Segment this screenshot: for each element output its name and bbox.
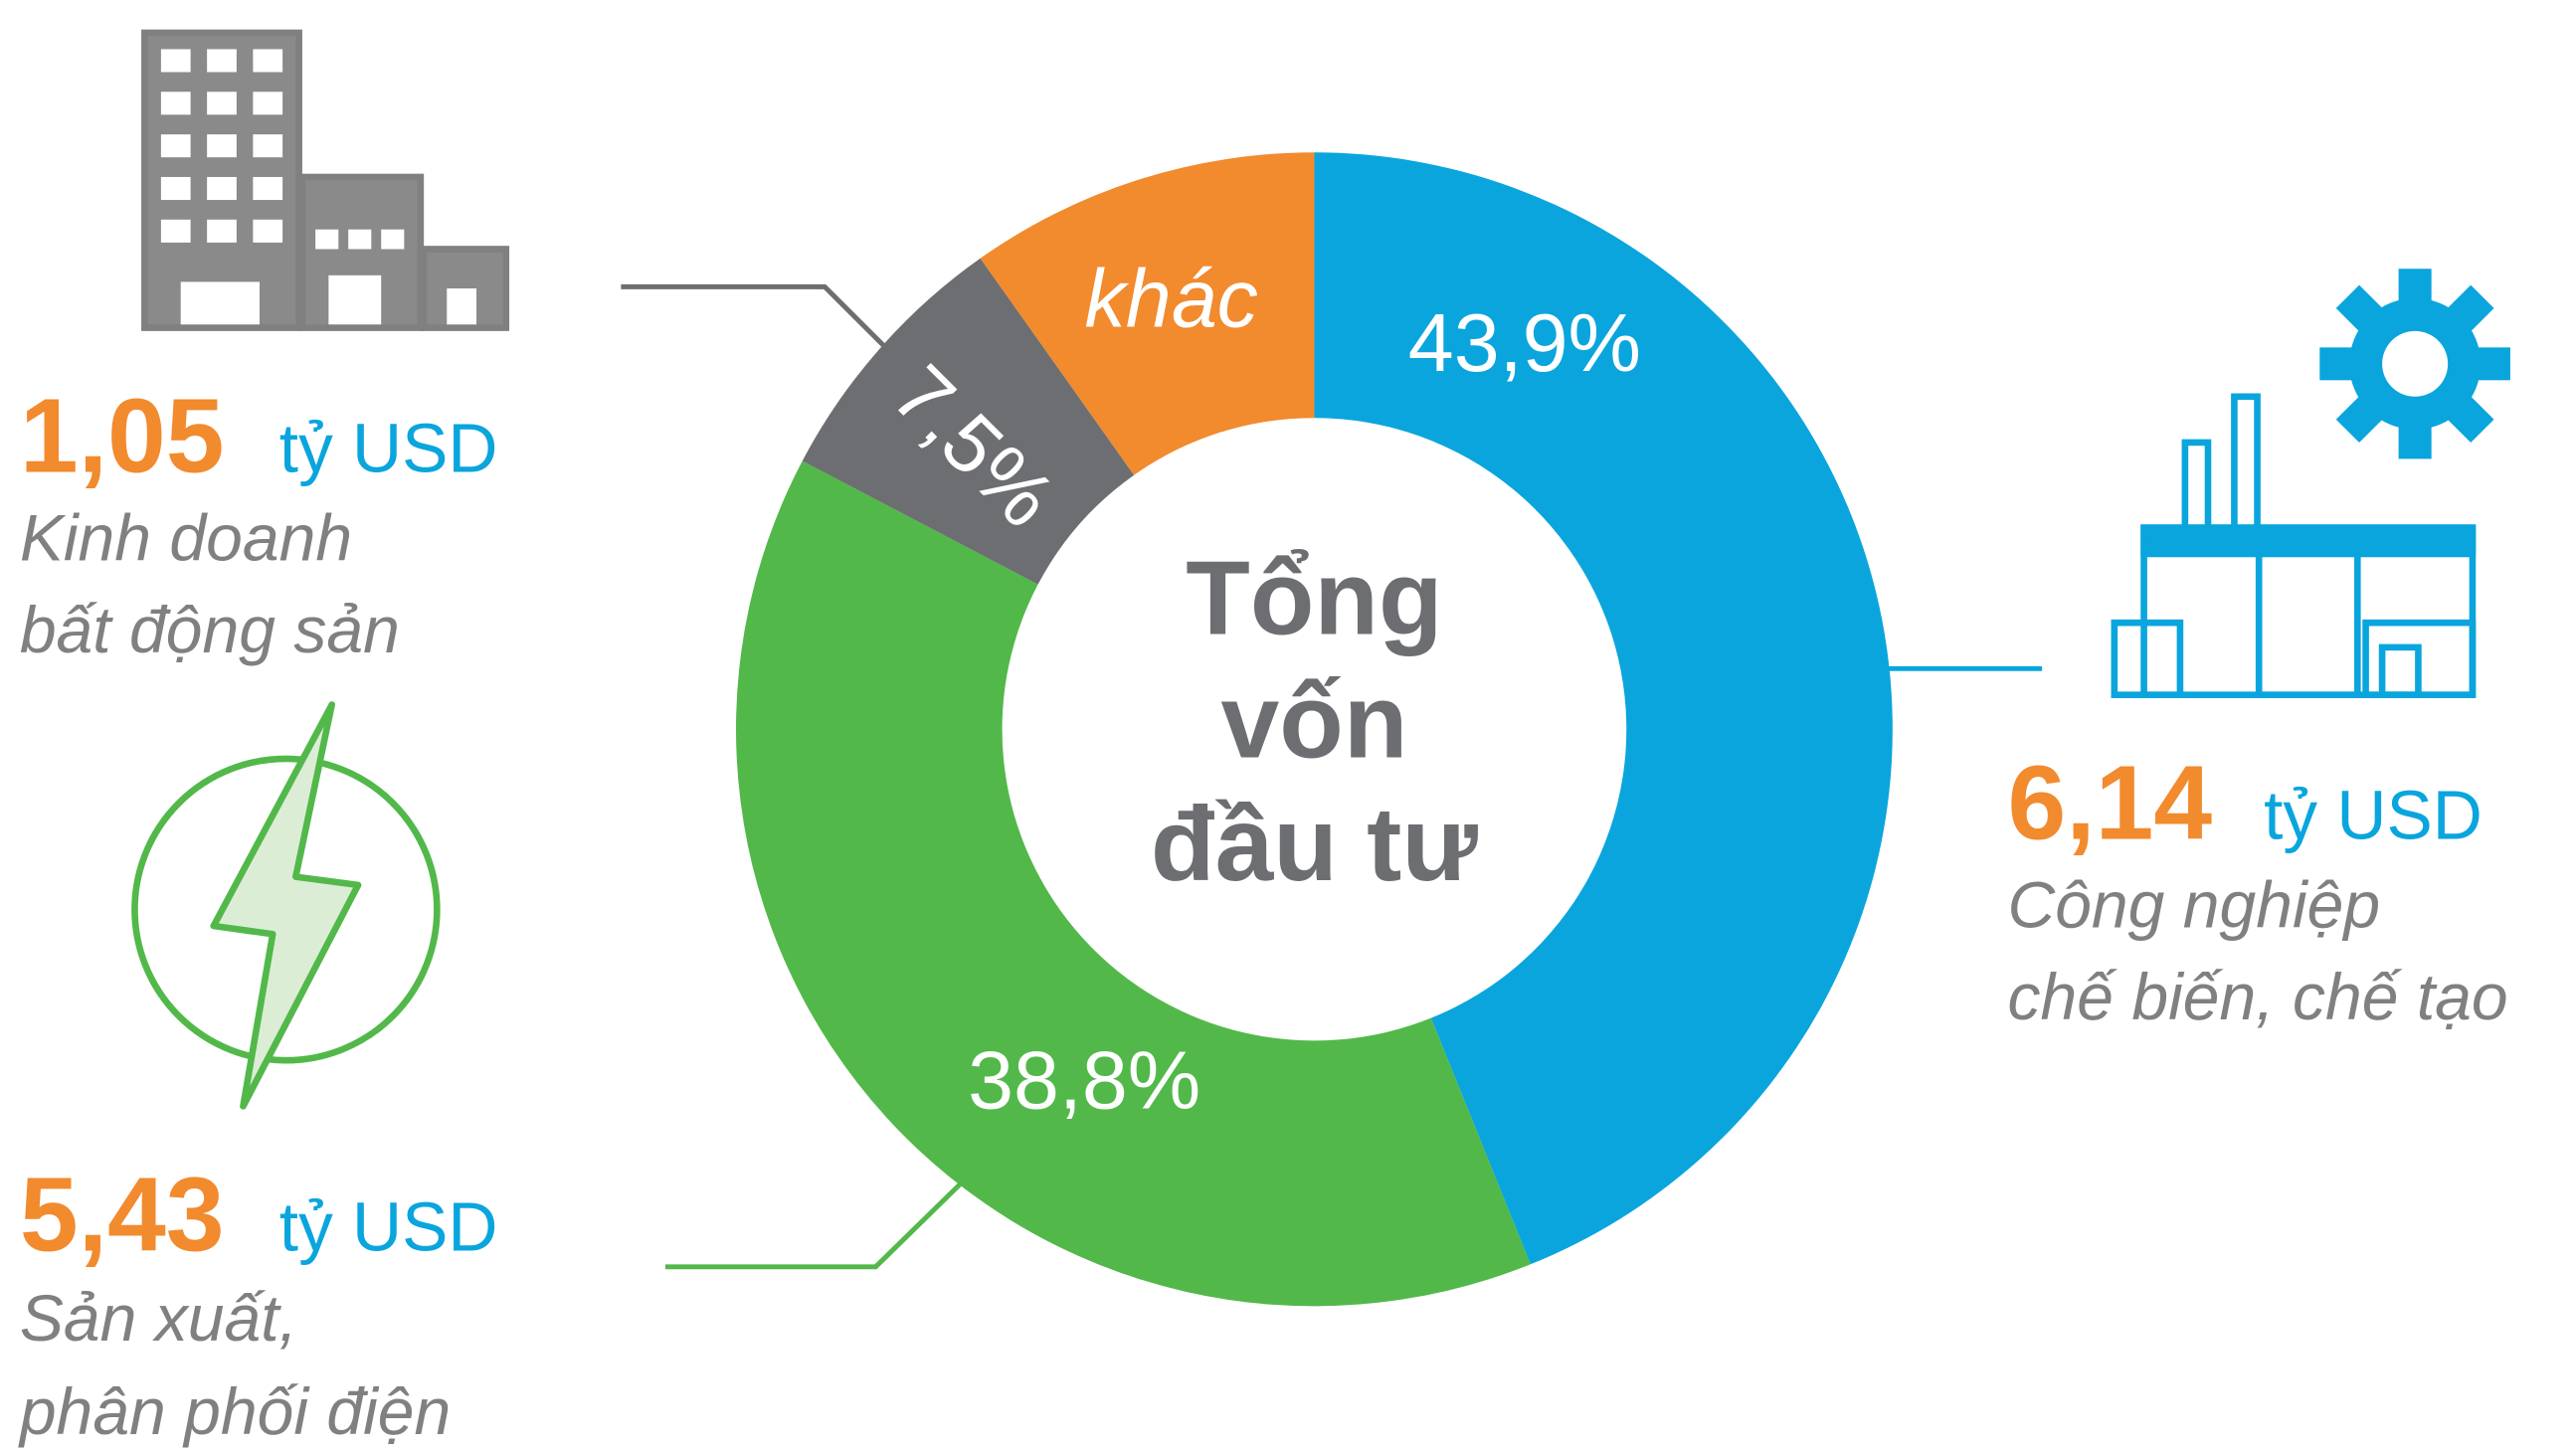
amount: 5,43 <box>20 1156 225 1273</box>
donut <box>736 152 1893 1307</box>
donut-segment <box>1314 152 1893 1265</box>
amount: 6,14 <box>2007 745 2212 862</box>
category-label: Công nghiệp <box>2007 868 2380 942</box>
donut-segment <box>736 460 1531 1307</box>
amount: 1,05 <box>20 378 225 495</box>
center-text: đầu tư <box>1151 786 1479 903</box>
category-label: Kinh doanh <box>20 501 352 575</box>
unit: tỷ USD <box>2264 777 2483 854</box>
leader-line <box>664 1180 964 1270</box>
donut-segment <box>980 152 1315 475</box>
donut-segment <box>802 258 1135 585</box>
building-icon <box>141 29 510 331</box>
value-label: 43,9% <box>1408 297 1641 389</box>
energy-icon <box>131 701 441 1110</box>
category-label: khác <box>1085 253 1258 344</box>
leader-line <box>621 283 889 351</box>
category-label: chế biến, chế tạo <box>2007 960 2507 1033</box>
unit: tỷ USD <box>279 1187 498 1265</box>
category-label: Sản xuất, <box>20 1281 297 1355</box>
category-label: bất động sản <box>20 593 400 666</box>
factory-icon <box>2111 269 2510 698</box>
center-text: vốn <box>1220 662 1407 780</box>
unit: tỷ USD <box>279 410 498 487</box>
value-label: 38,8% <box>968 1034 1200 1126</box>
category-label: phân phối điện <box>18 1374 451 1448</box>
center-text: Tổng <box>1186 540 1442 657</box>
